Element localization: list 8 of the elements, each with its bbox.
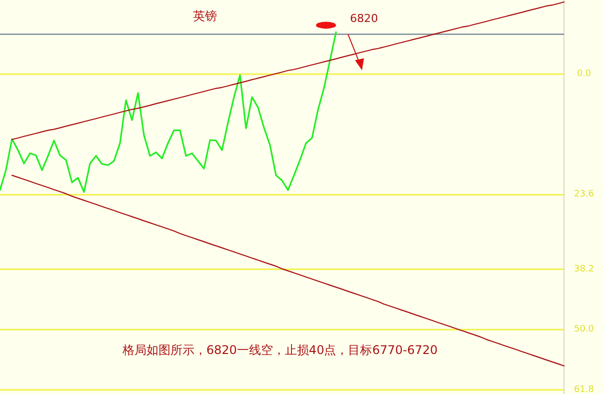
annotation: 格局如图所示，6820一线空，止损40点，目标6770-6720	[121, 343, 438, 357]
y-tick-label: 23.6	[574, 190, 594, 200]
annotation: 6820	[350, 12, 378, 25]
y-tick-label: 61.8	[574, 384, 594, 394]
y-tick-label: 50.0	[574, 324, 594, 335]
y-tick-label: 38.2	[574, 264, 594, 274]
y-tick-label: 0.0	[576, 69, 592, 80]
text: 英镑	[193, 9, 217, 23]
